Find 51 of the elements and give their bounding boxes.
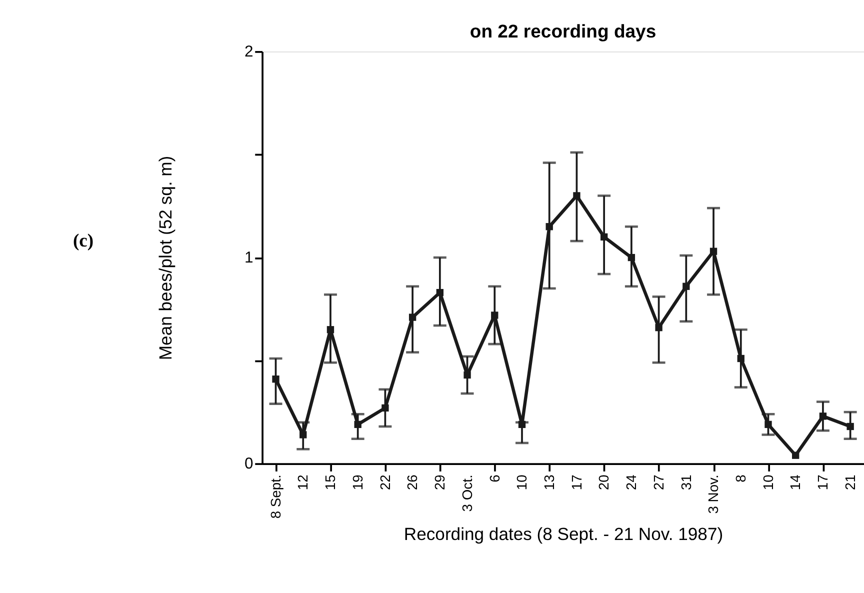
x-tick-label: 27	[650, 474, 666, 490]
point	[573, 192, 580, 200]
x-tick-label: 8 Sept.	[267, 474, 284, 519]
point	[518, 420, 526, 428]
text: (c)	[72, 230, 94, 252]
chart-title: on 22 recording days	[470, 20, 656, 42]
point	[382, 404, 389, 412]
point	[272, 376, 280, 383]
point	[792, 452, 800, 459]
x-tick-label: 19	[349, 474, 366, 490]
x-tick-label: 12	[294, 474, 311, 490]
point	[764, 420, 772, 428]
point	[300, 431, 307, 438]
point	[436, 288, 444, 296]
point	[737, 354, 744, 362]
x-tick-label: 17	[814, 474, 831, 490]
x-axis-title: Recording dates (8 Sept. - 21 Nov. 1987)	[404, 524, 724, 544]
point	[491, 312, 498, 319]
point	[655, 324, 662, 332]
y-tick-label: 2	[244, 44, 254, 61]
x-tick-label: 3 Nov.	[705, 474, 722, 514]
point	[326, 326, 334, 334]
y-tick-label: 0	[244, 456, 254, 473]
point	[710, 248, 718, 255]
x-tick-label: 24	[623, 474, 640, 490]
point	[628, 254, 636, 262]
y-tick-label: 1	[244, 250, 254, 267]
point	[600, 233, 608, 241]
x-tick-label: 13	[540, 474, 557, 490]
point	[682, 282, 690, 290]
x-tick-label: 17	[568, 474, 584, 490]
x-tick-label: 10	[514, 474, 530, 490]
x-tick-label: 14	[787, 474, 804, 490]
x-tick-label: 3 Oct.	[458, 474, 475, 512]
x-tick-label: 29	[432, 474, 448, 490]
x-tick-label: 6	[486, 474, 502, 482]
x-tick-label: 21	[842, 474, 858, 490]
point	[408, 314, 416, 321]
x-tick-label: 10	[760, 474, 776, 490]
x-tick-label: 31	[678, 474, 694, 490]
x-tick-label: 22	[376, 474, 393, 490]
point	[546, 223, 553, 230]
x-tick-label: 15	[322, 474, 338, 490]
point	[464, 371, 471, 379]
point	[846, 422, 854, 430]
point	[354, 420, 362, 428]
x-tick-label: 8	[732, 474, 749, 482]
x-tick-label: 20	[596, 474, 612, 490]
y-axis-title: Mean bees/plot (52 sq. m)	[155, 156, 176, 360]
x-tick-label: 26	[404, 474, 420, 490]
point	[819, 412, 827, 420]
